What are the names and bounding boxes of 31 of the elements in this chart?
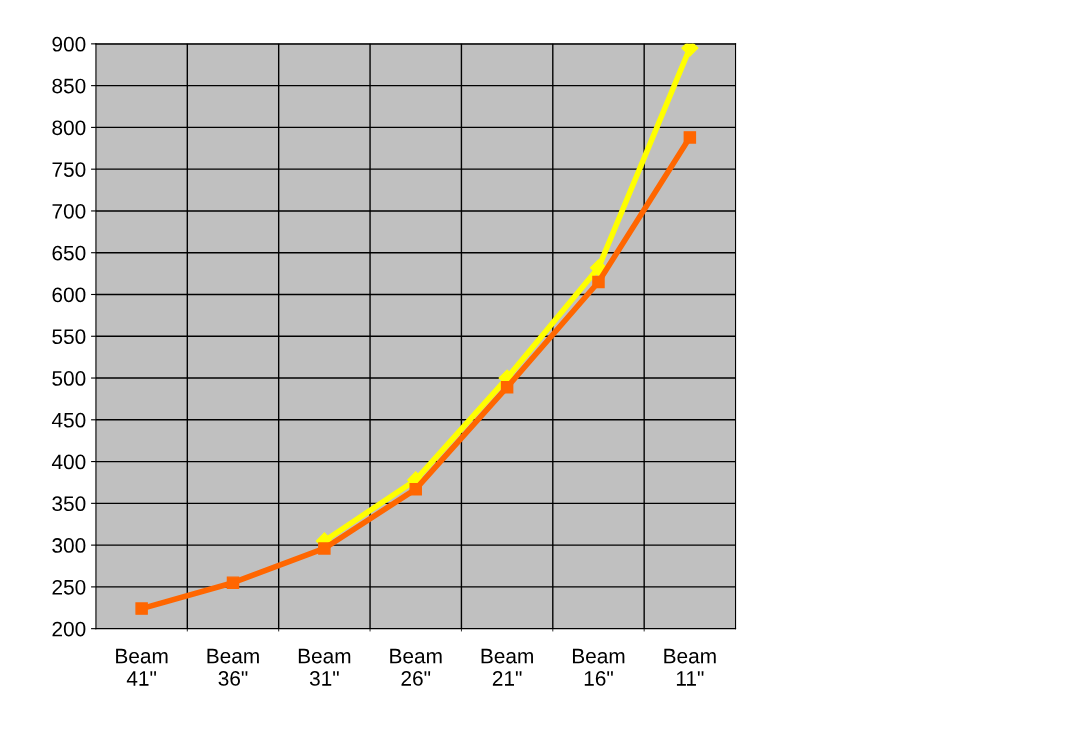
x-tick-label: Beam 31": [298, 648, 351, 686]
y-tick-label: 800: [52, 120, 86, 136]
y-tick-label: 900: [52, 36, 86, 52]
y-tick-label: 300: [52, 538, 86, 553]
point: [683, 131, 697, 144]
point: [409, 482, 422, 496]
x-tick-label: Beam 36": [207, 648, 259, 686]
x-tick-label: Beam 16": [572, 648, 625, 686]
y-tick-label: 600: [52, 287, 86, 303]
y-tick-label: 500: [52, 371, 86, 386]
x-tick-label: Beam 21": [481, 648, 533, 686]
y-tick-label: 250: [52, 579, 86, 595]
point: [135, 602, 148, 615]
x-tick-label: Beam 26": [390, 648, 442, 686]
x-tick-label: Beam 41": [116, 648, 168, 686]
point: [681, 43, 699, 57]
y-tick-label: 400: [51, 454, 86, 470]
point: [500, 380, 514, 394]
y-tick-label: 450: [51, 412, 86, 428]
y-tick-label: 850: [52, 78, 86, 94]
point: [589, 259, 608, 277]
point: [226, 576, 240, 589]
x-tick-label: Beam 11": [664, 648, 716, 686]
y-tick-label: 700: [52, 203, 86, 219]
y-tick-label: 550: [52, 329, 86, 345]
y-tick-label: 350: [52, 496, 86, 512]
y-tick-label: 200: [52, 621, 86, 637]
point: [318, 542, 331, 555]
point: [592, 275, 605, 289]
y-tick-label: 650: [52, 245, 86, 261]
y-tick-label: 750: [52, 162, 86, 177]
